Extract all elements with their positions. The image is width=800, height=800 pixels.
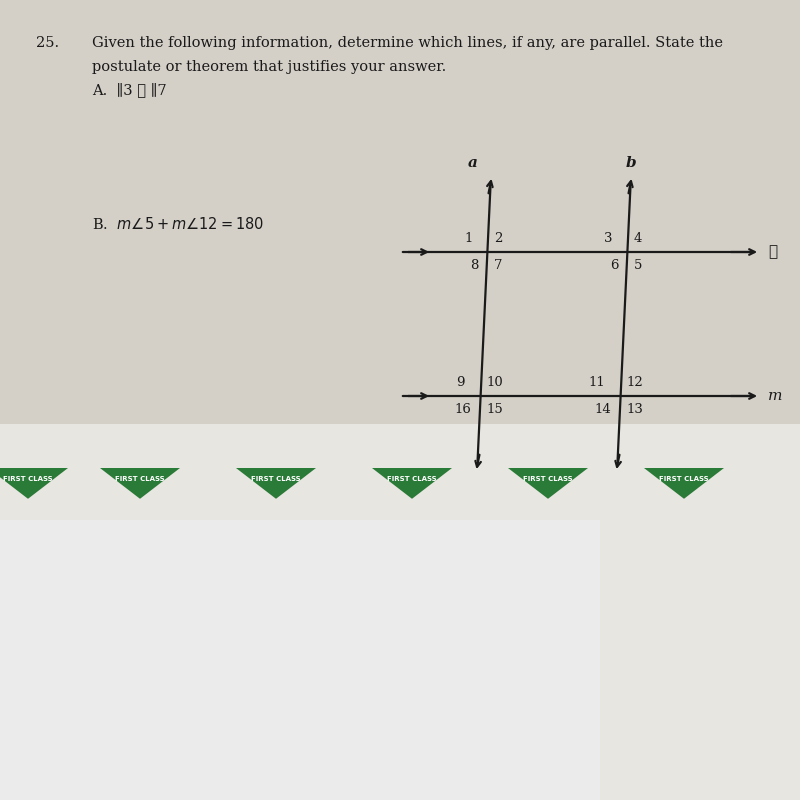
Polygon shape — [644, 468, 724, 499]
Text: ℓ: ℓ — [768, 245, 777, 259]
Text: 16: 16 — [454, 403, 471, 416]
Text: 7: 7 — [494, 259, 502, 272]
Text: 15: 15 — [486, 403, 503, 416]
Text: 5: 5 — [634, 259, 642, 272]
Text: 2: 2 — [494, 232, 502, 245]
Polygon shape — [508, 468, 588, 499]
Text: 10: 10 — [486, 376, 503, 389]
Polygon shape — [372, 468, 452, 499]
Text: 6: 6 — [610, 259, 618, 272]
Text: 9: 9 — [457, 376, 465, 389]
Text: FIRST CLASS: FIRST CLASS — [523, 476, 573, 482]
Polygon shape — [236, 468, 316, 499]
Text: 25.: 25. — [36, 36, 59, 50]
Text: A.  ∥3 ≅ ∥7: A. ∥3 ≅ ∥7 — [92, 82, 166, 98]
Text: m: m — [768, 389, 782, 403]
Text: FIRST CLASS: FIRST CLASS — [3, 476, 53, 482]
Text: B.  $m\angle5 + m\angle12 = 180$: B. $m\angle5 + m\angle12 = 180$ — [92, 216, 264, 232]
Text: postulate or theorem that justifies your answer.: postulate or theorem that justifies your… — [92, 60, 446, 74]
Text: 12: 12 — [626, 376, 643, 389]
Text: Given the following information, determine which lines, if any, are parallel. St: Given the following information, determi… — [92, 36, 723, 50]
Text: 8: 8 — [470, 259, 478, 272]
Polygon shape — [100, 468, 180, 499]
Text: 13: 13 — [626, 403, 643, 416]
Text: 1: 1 — [464, 232, 473, 245]
Text: FIRST CLASS: FIRST CLASS — [115, 476, 165, 482]
Bar — [0, 424, 800, 800]
Bar — [0, 520, 600, 800]
Text: FIRST CLASS: FIRST CLASS — [659, 476, 709, 482]
Text: b: b — [626, 155, 636, 170]
Text: 4: 4 — [634, 232, 642, 245]
Text: a: a — [468, 155, 478, 170]
Text: FIRST CLASS: FIRST CLASS — [387, 476, 437, 482]
Text: 11: 11 — [588, 376, 605, 389]
Text: 14: 14 — [594, 403, 611, 416]
Text: 3: 3 — [604, 232, 613, 245]
Bar — [0, 0, 800, 424]
Text: FIRST CLASS: FIRST CLASS — [251, 476, 301, 482]
Polygon shape — [0, 468, 68, 499]
